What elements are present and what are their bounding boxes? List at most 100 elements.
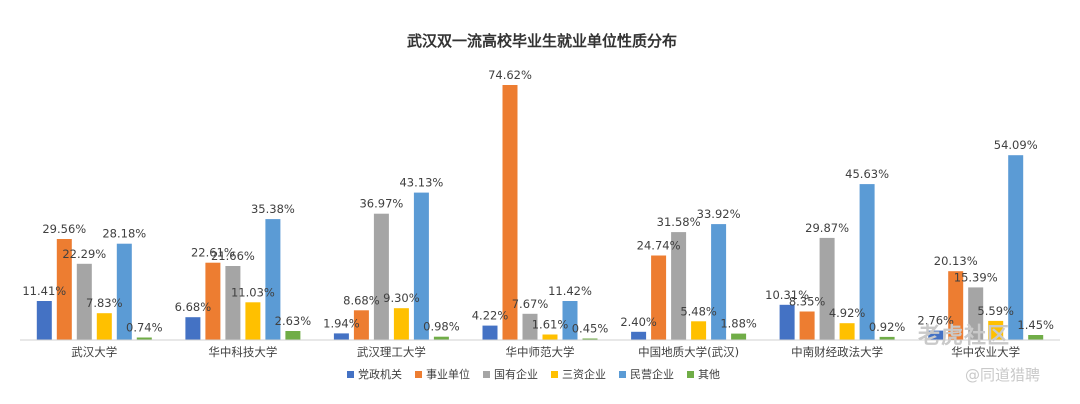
- bar-2-5: [265, 219, 281, 340]
- data-label-7-5: 54.09%: [994, 138, 1038, 152]
- data-label-4-4: 1.61%: [532, 318, 569, 332]
- data-label-3-3: 36.97%: [359, 197, 403, 211]
- bar-7-2: [948, 271, 964, 340]
- bar-1-1: [36, 301, 52, 340]
- legend-label-4: 三资企业: [562, 367, 606, 381]
- bar-4-1: [482, 325, 498, 340]
- bars-layer: [36, 85, 1044, 340]
- bar-2-1: [185, 317, 201, 340]
- x-tick-label-5: 中国地质大学(武汉): [638, 345, 739, 359]
- x-tick-label-7: 华中农业大学: [951, 345, 1020, 359]
- x-tick-label-2: 华中科技大学: [208, 345, 277, 359]
- bar-6-3: [819, 237, 835, 340]
- bar-2-3: [225, 266, 241, 340]
- bar-7-6: [1028, 335, 1044, 340]
- data-label-4-3: 7.67%: [512, 297, 549, 311]
- bar-4-2: [502, 85, 518, 340]
- data-label-6-4: 4.92%: [829, 306, 866, 320]
- bar-5-2: [651, 255, 667, 340]
- bar-6-2: [799, 311, 815, 340]
- x-tick-labels: 武汉大学 华中科技大学 武汉理工大学 华中师范大学 中国地质大学(武汉) 中南财经政法大学…: [71, 345, 1020, 359]
- bar-2-6: [285, 331, 301, 340]
- x-tick-label-6: 中南财经政法大学: [791, 345, 883, 359]
- legend-swatch-4: [551, 371, 558, 378]
- bar-6-6: [879, 336, 895, 340]
- legend-swatch-3: [483, 371, 490, 378]
- bar-7-3: [968, 287, 984, 340]
- data-label-7-2: 20.13%: [934, 254, 978, 268]
- bar-5-1: [631, 331, 647, 340]
- bar-4-6: [582, 338, 598, 340]
- watermark-logo: 老虎社区: [918, 318, 1010, 350]
- legend-label-3: 国有企业: [494, 367, 538, 381]
- watermark-logo-text: 老虎社区: [918, 324, 1011, 349]
- data-label-4-6: 0.45%: [572, 322, 609, 336]
- bar-5-6: [731, 333, 747, 340]
- data-label-1-6: 0.74%: [126, 321, 163, 335]
- legend-label-5: 民营企业: [630, 367, 674, 381]
- data-label-3-2: 8.68%: [343, 293, 380, 307]
- data-label-1-1: 11.41%: [22, 284, 66, 298]
- legend-label-1: 党政机关: [358, 367, 402, 381]
- bar-7-1: [928, 330, 944, 340]
- bar-2-2: [205, 262, 221, 340]
- bar-3-2: [353, 310, 369, 340]
- x-tick-label-1: 武汉大学: [71, 345, 117, 359]
- legend-label-2: 事业单位: [426, 367, 470, 381]
- bar-3-3: [373, 213, 389, 340]
- data-label-2-1: 6.68%: [175, 300, 212, 314]
- bar-3-4: [393, 308, 409, 340]
- bar-4-4: [542, 334, 558, 340]
- data-label-1-2: 29.56%: [42, 222, 86, 236]
- bar-3-5: [413, 192, 429, 340]
- bar-7-4: [988, 320, 1004, 340]
- data-label-2-3: 21.66%: [211, 249, 255, 263]
- data-label-5-6: 1.88%: [720, 317, 757, 331]
- data-label-1-3: 22.29%: [62, 247, 106, 261]
- data-label-7-1: 2.76%: [917, 314, 954, 328]
- legend-swatch-5: [619, 371, 626, 378]
- bar-2-4: [245, 302, 261, 340]
- x-tick-label-3: 武汉理工大学: [357, 345, 426, 359]
- bar-7-5: [1008, 155, 1024, 340]
- data-label-3-1: 1.94%: [323, 316, 360, 330]
- bar-5-4: [691, 321, 707, 340]
- data-label-6-2: 8.35%: [789, 295, 826, 309]
- data-label-2-6: 2.63%: [275, 314, 312, 328]
- legend-label-6: 其他: [698, 368, 720, 381]
- data-label-1-5: 28.18%: [102, 227, 146, 241]
- bar-5-5: [711, 224, 727, 340]
- data-label-5-4: 5.48%: [680, 304, 717, 318]
- data-label-4-1: 4.22%: [472, 309, 509, 323]
- data-label-7-6: 1.45%: [1017, 318, 1054, 332]
- bar-4-5: [562, 301, 578, 340]
- data-label-7-3: 15.39%: [954, 270, 998, 284]
- bar-1-2: [56, 239, 72, 340]
- x-tick-label-4: 华中师范大学: [506, 345, 575, 359]
- bar-6-5: [859, 184, 875, 340]
- data-label-6-3: 29.87%: [805, 221, 849, 235]
- data-label-2-4: 11.03%: [231, 285, 275, 299]
- data-label-6-6: 0.92%: [869, 320, 906, 334]
- bar-4-3: [522, 313, 538, 340]
- bar-3-1: [333, 333, 349, 340]
- bar-1-4: [96, 313, 112, 340]
- data-label-4-2: 74.62%: [488, 68, 532, 82]
- bar-1-6: [136, 337, 152, 340]
- bar-1-3: [76, 263, 92, 340]
- legend-swatch-2: [415, 371, 422, 378]
- data-label-2-2: 22.61%: [191, 246, 235, 260]
- bar-1-5: [116, 243, 132, 340]
- data-label-7-4: 5.59%: [977, 304, 1014, 318]
- data-label-4-5: 11.42%: [548, 284, 592, 298]
- data-label-6-5: 45.63%: [845, 167, 889, 181]
- legend-swatch-1: [347, 371, 354, 378]
- data-label-2-5: 35.38%: [251, 202, 295, 216]
- bar-6-1: [779, 304, 795, 340]
- data-label-5-5: 33.92%: [697, 207, 741, 221]
- data-label-1-4: 7.83%: [86, 296, 123, 310]
- data-label-3-6: 0.98%: [423, 320, 460, 334]
- data-label-3-4: 9.30%: [383, 291, 420, 305]
